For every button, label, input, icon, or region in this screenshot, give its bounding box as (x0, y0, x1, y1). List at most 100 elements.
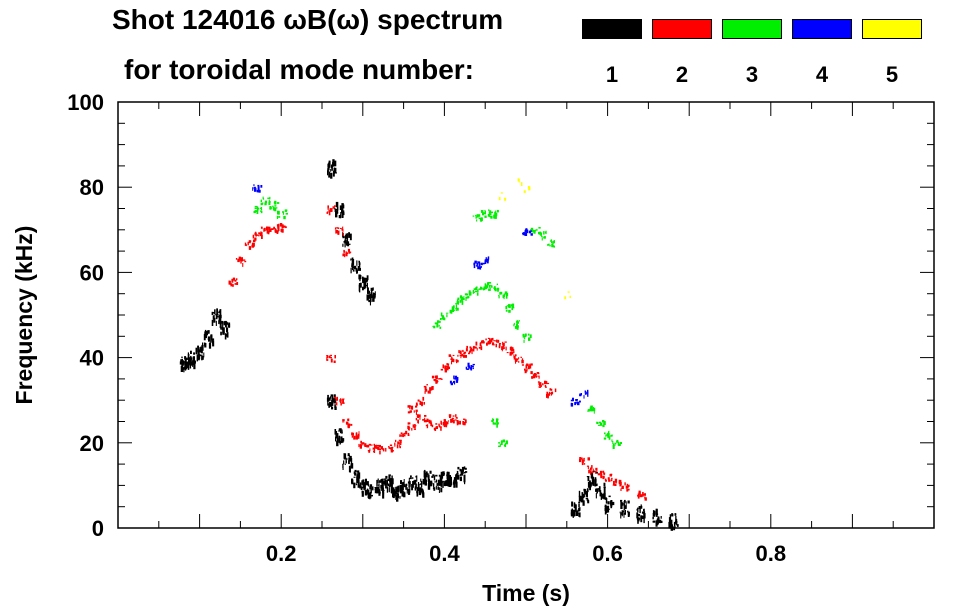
spectrum-point-mode-2 (251, 242, 254, 245)
spectrum-point-mode-2 (619, 479, 622, 484)
spectrum-point-mode-2 (327, 355, 329, 359)
spectrum-point-mode-3 (467, 296, 470, 299)
spectrum-point-mode-1 (341, 211, 344, 218)
spectrum-point-mode-2 (603, 476, 605, 478)
spectrum-point-mode-1 (643, 516, 645, 524)
y-tick-label: 20 (80, 431, 104, 456)
spectrum-point-mode-1 (333, 208, 336, 210)
spectrum-point-mode-1 (368, 290, 370, 294)
spectrum-point-mode-3 (439, 326, 442, 329)
spectrum-point-mode-1 (331, 399, 334, 406)
spectrum-point-mode-3 (254, 205, 257, 208)
spectrum-point-mode-3 (440, 318, 442, 321)
spectrum-point-mode-1 (199, 354, 202, 357)
spectrum-point-mode-3 (441, 317, 443, 320)
spectrum-point-mode-2 (463, 351, 467, 354)
spectrum-point-mode-2 (326, 355, 329, 357)
spectrum-point-mode-1 (345, 233, 348, 239)
spectrum-point-mode-2 (373, 449, 376, 453)
spectrum-point-mode-1 (372, 298, 375, 302)
spectrum-point-mode-1 (622, 512, 624, 516)
spectrum-point-mode-3 (492, 418, 495, 421)
spectrum-point-mode-3 (548, 243, 550, 246)
spectrum-point-mode-1 (627, 510, 629, 513)
spectrum-point-mode-1 (400, 489, 403, 493)
spectrum-point-mode-1 (395, 490, 397, 495)
spectrum-point-mode-3 (453, 305, 455, 309)
spectrum-point-mode-1 (190, 350, 192, 354)
spectrum-point-mode-1 (221, 320, 224, 324)
spectrum-point-mode-2 (264, 227, 266, 232)
spectrum-point-mode-2 (588, 469, 590, 474)
spectrum-point-mode-1 (201, 356, 204, 360)
spectrum-point-mode-2 (234, 279, 237, 282)
spectrum-point-mode-1 (396, 489, 398, 492)
spectrum-point-mode-2 (361, 442, 365, 445)
spectrum-point-mode-2 (609, 473, 611, 477)
spectrum-point-mode-2 (336, 396, 338, 401)
spectrum-point-mode-1 (448, 471, 450, 479)
spectrum-point-mode-2 (278, 226, 280, 230)
spectrum-point-mode-1 (327, 163, 330, 171)
spectrum-point-mode-3 (529, 334, 532, 338)
spectrum-point-mode-2 (435, 423, 438, 425)
spectrum-point-mode-1 (414, 486, 416, 491)
spectrum-point-mode-2 (398, 439, 401, 441)
spectrum-point-mode-2 (469, 346, 472, 349)
spectrum-point-mode-1 (411, 484, 413, 491)
spectrum-point-mode-3 (254, 210, 257, 212)
spectrum-point-mode-2 (283, 225, 286, 228)
spectrum-point-mode-2 (364, 443, 367, 447)
spectrum-point-mode-3 (282, 211, 285, 215)
spectrum-point-mode-2 (458, 422, 460, 424)
spectrum-point-mode-2 (460, 356, 462, 359)
spectrum-point-mode-4 (487, 256, 490, 260)
spectrum-point-mode-3 (591, 405, 593, 409)
spectrum-point-mode-3 (543, 236, 546, 239)
spectrum-point-mode-3 (272, 206, 275, 211)
spectrum-point-mode-1 (347, 453, 350, 457)
spectrum-point-mode-3 (432, 325, 434, 327)
spectrum-point-mode-2 (342, 398, 344, 403)
spectrum-point-mode-1 (433, 483, 435, 488)
spectrum-point-mode-2 (274, 230, 277, 233)
spectrum-point-mode-1 (346, 239, 348, 244)
spectrum-point-mode-1 (331, 397, 333, 401)
spectrum-point-mode-4 (579, 400, 581, 403)
spectrum-point-mode-1 (338, 436, 340, 443)
spectrum-point-mode-3 (536, 228, 538, 231)
spectrum-point-mode-3 (473, 288, 476, 290)
spectrum-point-mode-3 (541, 235, 543, 238)
spectrum-point-mode-1 (381, 484, 383, 491)
spectrum-point-mode-1 (391, 489, 393, 494)
spectrum-point-mode-3 (434, 322, 437, 325)
spectrum-point-mode-1 (180, 359, 182, 364)
spectrum-point-mode-4 (525, 228, 528, 231)
spectrum-point-mode-1 (208, 336, 211, 342)
spectrum-point-mode-3 (453, 309, 455, 311)
spectrum-point-mode-1 (460, 469, 464, 476)
spectrum-point-mode-1 (216, 308, 218, 315)
spectrum-point-mode-4 (252, 187, 254, 191)
spectrum-point-mode-1 (453, 479, 456, 483)
spectrum-point-mode-1 (435, 474, 438, 477)
spectrum-point-mode-2 (451, 420, 454, 423)
spectrum-point-mode-1 (424, 479, 427, 486)
spectrum-point-mode-1 (570, 509, 574, 515)
spectrum-point-mode-2 (370, 444, 373, 446)
spectrum-point-mode-2 (509, 347, 512, 351)
spectrum-point-mode-4 (454, 375, 458, 380)
spectrum-point-mode-3 (502, 294, 504, 298)
spectrum-point-mode-1 (652, 520, 656, 523)
spectrum-point-mode-1 (395, 486, 397, 493)
spectrum-point-mode-3 (496, 287, 500, 290)
spectrum-point-mode-3 (592, 407, 596, 412)
spectrum-point-mode-5 (569, 295, 571, 299)
spectrum-point-mode-2 (408, 426, 410, 430)
spectrum-point-mode-3 (534, 229, 536, 232)
spectrum-point-mode-3 (438, 324, 440, 327)
spectrum-point-mode-2 (438, 378, 440, 380)
spectrum-point-mode-2 (332, 206, 335, 209)
spectrum-point-mode-1 (185, 358, 187, 362)
spectrum-point-mode-4 (453, 375, 455, 379)
